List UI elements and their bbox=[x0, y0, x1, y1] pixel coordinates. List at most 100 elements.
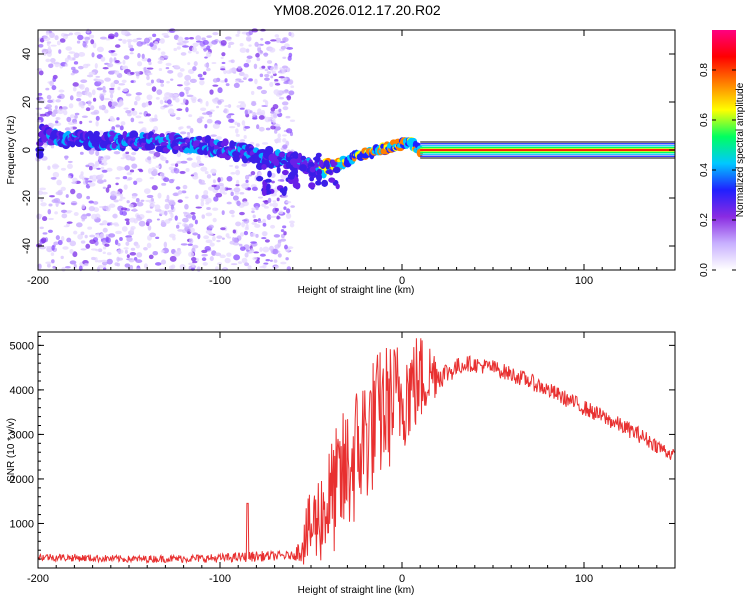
spectrogram-ridge-point bbox=[287, 173, 295, 180]
spectrogram-noise-point bbox=[209, 89, 214, 95]
spectrogram-noise-point bbox=[206, 51, 212, 58]
spectrogram-noise-point bbox=[220, 40, 227, 46]
spectrogram-noise-point bbox=[132, 38, 138, 43]
spectrogram-noise-point bbox=[70, 72, 75, 76]
spectrogram-noise-point bbox=[46, 104, 52, 109]
spectrogram-noise-point bbox=[232, 195, 239, 201]
spectrogram-noise-point bbox=[255, 260, 260, 264]
spectrogram-noise-point bbox=[223, 69, 227, 75]
spectrogram-noise-point bbox=[129, 251, 137, 256]
spectrogram-noise-point bbox=[202, 39, 209, 46]
spectrogram-noise-point bbox=[115, 230, 122, 235]
spectrogram-noise-point bbox=[283, 77, 288, 81]
spectrogram-noise-point bbox=[152, 155, 157, 159]
spectrogram-noise-point bbox=[199, 98, 203, 104]
spectrogram-noise-point bbox=[155, 37, 161, 42]
spectrogram-noise-point bbox=[245, 48, 250, 53]
spectrogram-ridge-point bbox=[129, 130, 139, 139]
spectrogram-noise-point bbox=[152, 168, 158, 174]
spectrogram-noise-point bbox=[237, 261, 243, 265]
spectrogram-ridge-point bbox=[261, 189, 267, 197]
spectrogram-noise-point bbox=[211, 98, 218, 103]
spectrogram-noise-point bbox=[128, 203, 134, 208]
spectrogram-noise-point bbox=[86, 28, 91, 34]
spectrogram-noise-point bbox=[72, 251, 78, 258]
spectrogram-noise-point bbox=[282, 144, 288, 149]
spectrogram-noise-point bbox=[128, 257, 135, 263]
spectrogram-noise-point bbox=[274, 83, 281, 86]
spectrogram-noise-point bbox=[223, 108, 228, 114]
spectrogram-noise-point bbox=[63, 225, 70, 228]
spectrogram-noise-point bbox=[85, 164, 90, 168]
spectrogram-noise-point bbox=[239, 246, 246, 251]
spectrogram-noise-point bbox=[95, 150, 100, 157]
spectrogram-noise-point bbox=[269, 259, 273, 262]
spectrogram-noise-point bbox=[60, 186, 66, 191]
spectrogram-ridge-point bbox=[265, 190, 272, 195]
spectrogram-noise-point bbox=[68, 32, 74, 36]
spectrogram-noise-point bbox=[85, 243, 91, 249]
spectrogram-noise-point bbox=[243, 63, 250, 68]
spectrogram-noise-point bbox=[113, 151, 121, 155]
spectrogram-noise-point bbox=[273, 265, 280, 269]
spectrogram-noise-point bbox=[159, 172, 165, 176]
spectrogram-noise-point bbox=[238, 243, 243, 247]
spectrogram-y-ticks: -40 -20 0 20 40 bbox=[21, 48, 675, 254]
spectrogram-ridge-point bbox=[209, 138, 216, 148]
spectrogram-noise-point bbox=[235, 183, 240, 187]
spectrogram-noise-point bbox=[146, 242, 152, 249]
spectrogram-ridge-point bbox=[222, 138, 229, 147]
snr-x-tick-label: -200 bbox=[27, 573, 49, 585]
spectrogram-noise-point bbox=[145, 199, 152, 203]
spectrogram-noise-point bbox=[260, 89, 267, 95]
spectrogram-noise-point bbox=[264, 41, 271, 45]
spectrogram-noise-point bbox=[135, 115, 142, 119]
spectrogram-noise-point bbox=[261, 237, 267, 240]
spectrogram-noise-point bbox=[43, 142, 48, 148]
spectrogram-noise-point bbox=[221, 210, 225, 216]
spectrogram-noise-point bbox=[57, 108, 64, 115]
spectrogram-noise-point bbox=[180, 52, 187, 56]
spectrogram-noise-point bbox=[126, 200, 130, 204]
spectrogram-noise-point bbox=[124, 218, 130, 222]
spectrogram-noise-point bbox=[149, 201, 156, 204]
spectrogram-noise-point bbox=[262, 99, 267, 103]
spectrogram-ridge-point bbox=[318, 159, 324, 168]
spectrogram-noise-point bbox=[286, 94, 292, 101]
spectrogram-noise-point bbox=[195, 51, 199, 55]
spectrogram-ridge-point bbox=[332, 166, 341, 174]
spectrogram-noise-point bbox=[48, 63, 54, 69]
spectrogram-noise-point bbox=[288, 80, 293, 85]
spectrogram-noise-point bbox=[151, 185, 158, 191]
spectrogram-ridge-point bbox=[316, 168, 323, 176]
spectrogram-noise-point bbox=[173, 251, 181, 257]
spectrogram-noise-point bbox=[206, 67, 211, 72]
spectrogram-noise-point bbox=[64, 265, 71, 269]
spectrogram-noise-point bbox=[136, 61, 143, 67]
spectrogram-noise-point bbox=[253, 251, 260, 254]
spectrogram-noise-point bbox=[76, 92, 83, 98]
spectrogram-noise-point bbox=[180, 160, 188, 164]
spectrogram-ridge-point bbox=[111, 142, 117, 149]
spectrogram-noise-point bbox=[80, 248, 87, 251]
spectrogram-noise-point bbox=[121, 65, 127, 70]
spectrogram-noise-point bbox=[262, 246, 270, 253]
spectrogram-noise-point bbox=[208, 224, 214, 229]
spectrogram-noise-point bbox=[206, 118, 213, 124]
spectrogram-noise-point bbox=[186, 157, 193, 161]
spectrogram-noise-point bbox=[243, 73, 249, 79]
spectrogram-noise-point bbox=[287, 55, 292, 61]
spectrogram-noise-point bbox=[126, 236, 133, 242]
spectrogram-noise-point bbox=[118, 38, 123, 41]
snr-x-tick-label: -100 bbox=[209, 573, 231, 585]
spectrogram-noise-point bbox=[218, 182, 224, 187]
spectrogram-noise-point bbox=[235, 78, 242, 81]
snr-y-ticks: 1000 2000 3000 4000 5000 bbox=[10, 335, 675, 569]
spectrogram-noise-point bbox=[61, 213, 68, 219]
spectrogram-noise-point bbox=[206, 35, 212, 39]
spectrogram-noise-point bbox=[157, 60, 163, 64]
spectrogram-ridge-point bbox=[309, 176, 315, 182]
spectrogram-noise-point bbox=[111, 101, 118, 107]
spectrogram-noise-point bbox=[55, 235, 60, 241]
spectrogram-noise-point bbox=[110, 50, 116, 53]
